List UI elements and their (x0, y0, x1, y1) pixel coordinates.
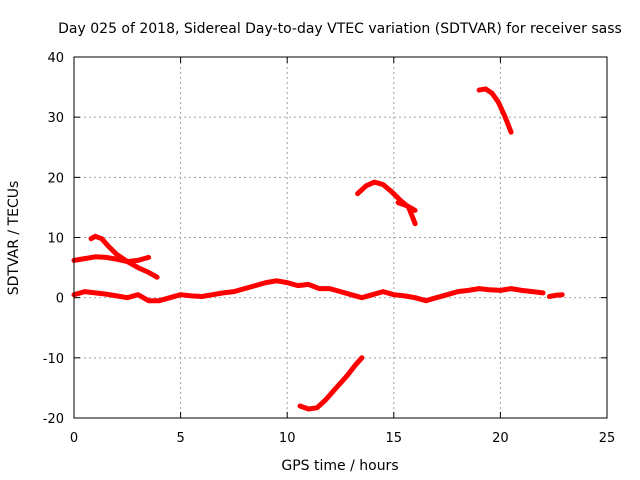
x-tick-label: 10 (279, 431, 296, 446)
x-tick-label: 15 (386, 431, 403, 446)
y-tick-label: 10 (47, 232, 64, 247)
y-tick-label: -10 (43, 352, 64, 367)
x-tick-label: 5 (176, 431, 184, 446)
x-tick-label: 20 (492, 431, 509, 446)
x-tick-label: 0 (70, 431, 78, 446)
y-tick-label: 40 (47, 51, 64, 66)
x-tick-label: 25 (599, 431, 616, 446)
series-baseline-tail (546, 292, 565, 299)
tick-labels: 0 5 10 15 20 25 -20 -10 0 10 20 30 40 (43, 51, 616, 446)
series-layer (71, 86, 565, 412)
y-tick-label: -20 (43, 412, 64, 427)
grid (74, 57, 607, 418)
series-baseline (71, 278, 546, 304)
chart-title: Day 025 of 2018, Sidereal Day-to-day VTE… (58, 21, 622, 37)
y-tick-label: 0 (56, 292, 64, 307)
x-axis-title: GPS time / hours (281, 458, 398, 474)
y-tick-label: 30 (47, 111, 64, 126)
series-mid-hump (355, 179, 418, 227)
series-dip (297, 355, 365, 412)
series-mid-hump-branch (395, 200, 418, 213)
series-late (476, 86, 514, 135)
series-arc-left (88, 233, 160, 280)
series-upper-left (71, 254, 152, 265)
y-tick-label: 20 (47, 171, 64, 186)
ticks (73, 56, 608, 419)
y-axis-title: SDTVAR / TECUs (6, 181, 22, 296)
